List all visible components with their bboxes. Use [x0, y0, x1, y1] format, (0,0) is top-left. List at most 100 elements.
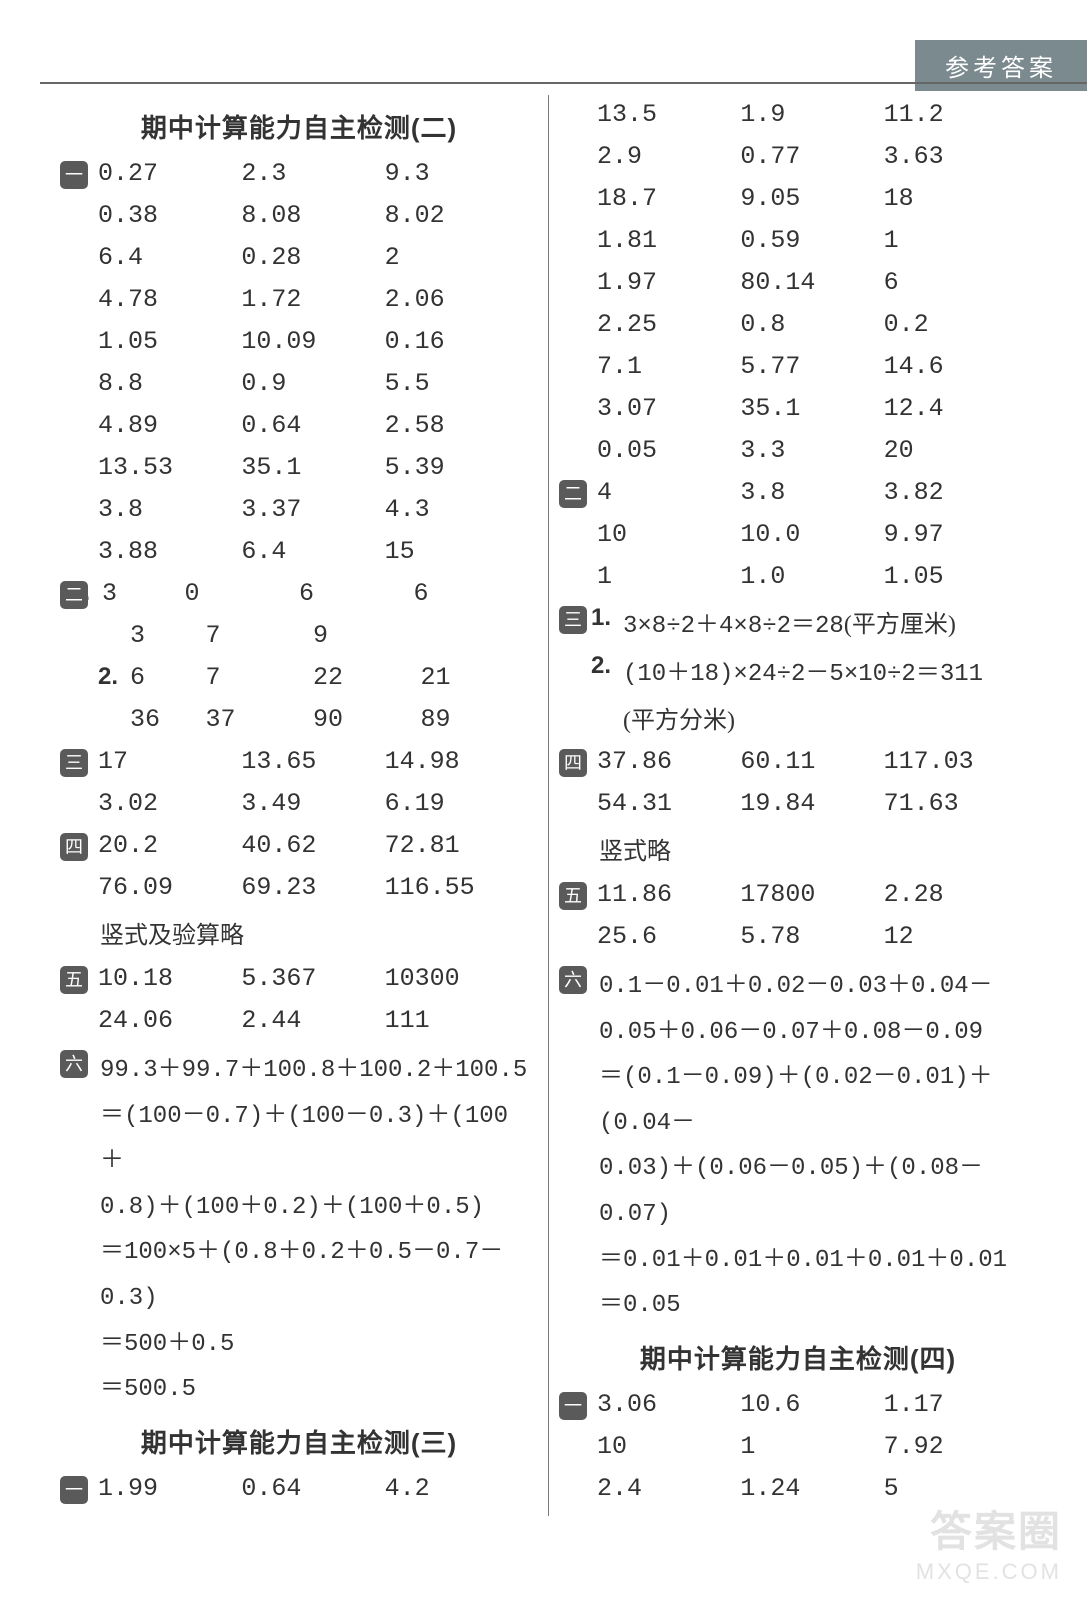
cell: 7 — [206, 663, 314, 692]
cell: 0.27 — [70, 159, 241, 188]
section-3: 三 1. 3×8÷2＋4×8÷2＝28(平方厘米) 2. (10＋18)×24÷… — [569, 604, 1027, 735]
row: 四20.240.6272.81 — [70, 831, 528, 860]
cell: 3 — [70, 621, 206, 650]
section-5: 五10.185.3671030024.062.44111 — [70, 964, 528, 1035]
cell: 4.78 — [70, 285, 241, 314]
cell: 5.78 — [740, 922, 883, 951]
section-6: 六 99.3＋99.7＋100.8＋100.2＋100.5 ＝(100－0.7)… — [70, 1048, 528, 1413]
row: 三1713.6514.98 — [70, 747, 528, 776]
cell: 12.4 — [884, 394, 1027, 423]
cell: 10.09 — [241, 327, 384, 356]
badge-icon: 五 — [60, 966, 88, 994]
cell: 1.17 — [884, 1390, 1027, 1419]
eq-line: ＝500.5 — [100, 1367, 528, 1413]
eq-line: 99.3＋99.7＋100.8＋100.2＋100.5 — [100, 1048, 528, 1094]
cell: 10 — [569, 520, 740, 549]
cell: 0.77 — [740, 142, 883, 171]
section-5: 五11.86178002.2825.65.7812 — [569, 880, 1027, 951]
section-1: 一0.272.39.30.388.088.026.40.2824.781.722… — [70, 159, 528, 566]
cell: 1.24 — [740, 1474, 883, 1503]
cell: 71.63 — [884, 789, 1027, 818]
cell: 1 — [740, 1432, 883, 1461]
section-3: 三1713.6514.98 3.023.496.19 — [70, 747, 528, 818]
badge-icon: 四 — [60, 833, 88, 861]
cell: 17800 — [740, 880, 883, 909]
row: 54.3119.8471.63 — [569, 789, 1027, 818]
row: 11.01.05 — [569, 562, 1027, 591]
row: 7.15.7714.6 — [569, 352, 1027, 381]
cell: 6.4 — [70, 243, 241, 272]
cell: 0.16 — [385, 327, 528, 356]
subnum: 2. — [98, 663, 130, 691]
problem-row: (平方分米) — [569, 700, 1027, 735]
cell: 25.6 — [569, 922, 740, 951]
cell: 5.367 — [241, 964, 384, 993]
cell: 90 — [313, 705, 421, 734]
cell: 10300 — [385, 964, 528, 993]
row: 6.40.282 — [70, 243, 528, 272]
eq-line: 0.1－0.01＋0.02－0.03＋0.04－ — [599, 964, 1027, 1010]
cell: 3.06 — [569, 1390, 740, 1419]
cell: 2.3 — [241, 159, 384, 188]
cell: 0 — [185, 579, 300, 608]
problem-text: (10＋18)×24÷2－5×10÷2＝311 — [623, 652, 1027, 688]
row: 1017.92 — [569, 1432, 1027, 1461]
row: 18.79.0518 — [569, 184, 1027, 213]
cell: 0.28 — [241, 243, 384, 272]
cell: 7.92 — [884, 1432, 1027, 1461]
cell: 20 — [884, 436, 1027, 465]
cell: 17 — [70, 747, 241, 776]
problem-text: 3×8÷2＋4×8÷2＝28(平方厘米) — [623, 604, 1027, 640]
cell: 11.2 — [884, 100, 1027, 129]
row: 1010.09.97 — [569, 520, 1027, 549]
cell: 13.65 — [241, 747, 384, 776]
row: 3.886.415 — [70, 537, 528, 566]
cell: 3.8 — [70, 495, 241, 524]
cell: 111 — [385, 1006, 528, 1035]
cell: 0.2 — [884, 310, 1027, 339]
header-rule — [40, 82, 1087, 84]
cell: 6 — [884, 268, 1027, 297]
badge-icon: 三 — [60, 749, 88, 777]
cell: 3.02 — [70, 789, 241, 818]
problem-row: 三 1. 3×8÷2＋4×8÷2＝28(平方厘米) — [569, 604, 1027, 640]
badge-icon: 五 — [559, 882, 587, 910]
cell: 15 — [385, 537, 528, 566]
cell: 1.9 — [740, 100, 883, 129]
subnum: 1. — [591, 604, 623, 640]
row: 2.6 7 22 21 — [70, 663, 528, 692]
cell: 10.0 — [740, 520, 883, 549]
cell: 3.82 — [884, 478, 1027, 507]
cell: 116.55 — [385, 873, 528, 902]
watermark: 答案圈 MXQE.COM — [916, 1498, 1062, 1585]
row: 2.250.80.2 — [569, 310, 1027, 339]
row: 13.51.911.2 — [569, 100, 1027, 129]
cell: 3.63 — [884, 142, 1027, 171]
row: 0.053.320 — [569, 436, 1027, 465]
cell: 0.59 — [740, 226, 883, 255]
cell: 37.86 — [569, 747, 740, 776]
eq-line: ＝0.01＋0.01＋0.01＋0.01＋0.01 — [599, 1238, 1027, 1284]
cell: 18 — [884, 184, 1027, 213]
row: 1.9780.146 — [569, 268, 1027, 297]
cell: 35.1 — [241, 453, 384, 482]
cell: 6.19 — [385, 789, 528, 818]
cell: 37 — [206, 705, 314, 734]
row: 13.5335.15.39 — [70, 453, 528, 482]
row: 4.890.642.58 — [70, 411, 528, 440]
cell: 4.3 — [385, 495, 528, 524]
cell: 19.84 — [740, 789, 883, 818]
cell: 11.86 — [569, 880, 740, 909]
cell: 72.81 — [385, 831, 528, 860]
cell: 9 — [313, 621, 421, 650]
row: 3.023.496.19 — [70, 789, 528, 818]
cell: 36 — [70, 705, 206, 734]
cell: 24.06 — [70, 1006, 241, 1035]
cell: 1 — [569, 562, 740, 591]
row: 24.062.44111 — [70, 1006, 528, 1035]
badge-icon: 一 — [60, 161, 88, 189]
cell: 1 — [884, 226, 1027, 255]
cell: 60.11 — [740, 747, 883, 776]
row: 五11.86178002.28 — [569, 880, 1027, 909]
cell: 6 — [299, 579, 414, 608]
